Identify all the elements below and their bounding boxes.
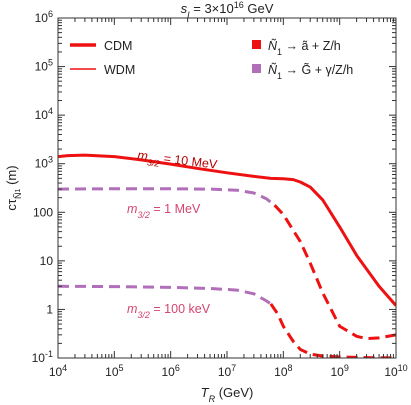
y-tick-label: 104	[35, 106, 53, 122]
series-line-0-0	[58, 153, 396, 307]
y-tick-label: 106	[35, 9, 53, 25]
legend-label-channel-1: Ñ1 → G̃ + γ/Z/h	[268, 62, 353, 81]
series-label-2: m3/2 = 100 keV	[127, 302, 211, 320]
x-tick-label: 107	[218, 363, 236, 379]
y-axis-label: cτÑ1 (m)	[4, 165, 23, 210]
series-line-2-1	[269, 303, 396, 358]
y-tick-label: 105	[35, 58, 53, 74]
legend-marker-1	[252, 64, 261, 73]
curves-group	[58, 153, 396, 358]
series-label-0: m3/2 = 10 MeV	[136, 148, 219, 176]
x-tick-label: 104	[49, 363, 67, 379]
legend-layer: CDM WDM Ñ1 → ã + Z/h Ñ1 → G̃ + γ/Z/h	[70, 39, 353, 81]
series-line-1-0	[58, 187, 276, 207]
series-label-1: m3/2 = 1 MeV	[127, 202, 201, 220]
x-tick-label: 1010	[384, 363, 407, 379]
label-layer: m3/2 = 10 MeV m3/2 = 1 MeV m3/2 = 100 keV	[127, 148, 219, 320]
y-tick-label: 100	[33, 205, 53, 219]
legend-label-channel-0: Ñ1 → ã + Z/h	[268, 39, 341, 57]
y-tick-label: 103	[35, 155, 53, 171]
legend-label-wdm: WDM	[104, 63, 135, 77]
axes-layer: 104 105 106 107 108 109 1010 10-1 1 10 100 103 104 10…	[4, 0, 408, 404]
x-axis-label: TR (GeV)	[201, 385, 254, 404]
series-line-1-1	[273, 204, 396, 341]
legend-label-cdm: CDM	[104, 39, 132, 53]
y-tick-label: 10	[40, 254, 54, 268]
x-tick-label: 105	[105, 363, 123, 379]
chart-title: sI = 3×1016 GeV	[181, 0, 274, 20]
y-tick-label: 10-1	[32, 349, 53, 365]
x-tick-label: 108	[274, 363, 292, 379]
x-tick-label: 106	[161, 363, 179, 379]
series-line-2-0	[58, 284, 272, 306]
y-tick-label: 1	[46, 302, 53, 316]
x-tick-label: 109	[330, 363, 348, 379]
legend-marker-0	[252, 40, 261, 49]
plot-layer	[58, 153, 396, 358]
